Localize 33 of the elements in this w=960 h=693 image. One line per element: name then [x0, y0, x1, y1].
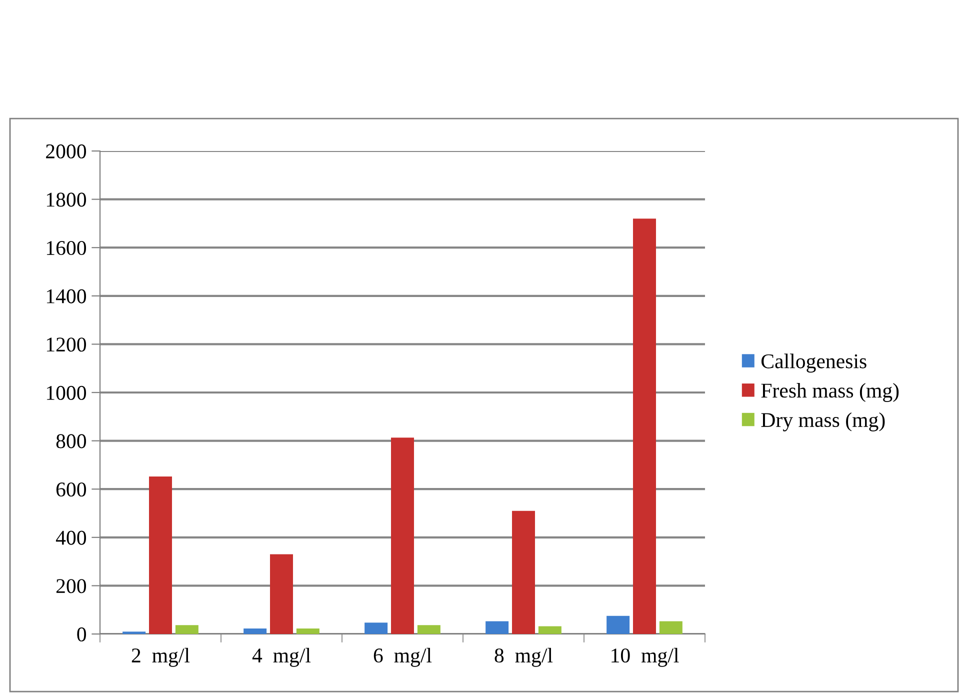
y-tick-label: 1800 [46, 192, 86, 207]
bar [417, 625, 440, 634]
bar [512, 510, 535, 634]
bar [244, 628, 267, 634]
x-tick-label: 4 mg/l [252, 648, 311, 667]
bar [149, 476, 172, 634]
x-tick-label: 10 mg/l [612, 648, 679, 667]
y-tick-label: 1200 [46, 338, 86, 352]
bar [606, 616, 630, 634]
y-tick-label: 600 [56, 482, 86, 497]
y-tick-label: 800 [56, 434, 86, 448]
legend-label: Fresh mass (mg) [761, 383, 899, 402]
bar [391, 438, 414, 634]
x-tick-label: 6 mg/l [374, 648, 432, 667]
bar [175, 625, 198, 634]
x-tick-label: 8 mg/l [494, 648, 553, 667]
bar [538, 626, 562, 634]
legend-label: Callogenesis [762, 354, 866, 373]
bar [633, 218, 656, 634]
y-tick-label: 1000 [46, 386, 86, 400]
legend-label: Dry mass (mg) [761, 412, 885, 432]
bar [364, 622, 388, 634]
y-tick-label: 0 [77, 627, 86, 642]
y-tick-label: 400 [56, 530, 86, 545]
bar [270, 554, 293, 634]
bar [296, 628, 320, 634]
x-tick-label: 2 mg/l [132, 648, 190, 667]
bar [659, 621, 682, 634]
y-tick-label: 1400 [46, 289, 86, 304]
bar [486, 621, 509, 634]
y-tick-label: 2000 [46, 144, 86, 158]
y-tick-label: 1600 [46, 240, 86, 256]
y-tick-label: 200 [56, 579, 86, 594]
